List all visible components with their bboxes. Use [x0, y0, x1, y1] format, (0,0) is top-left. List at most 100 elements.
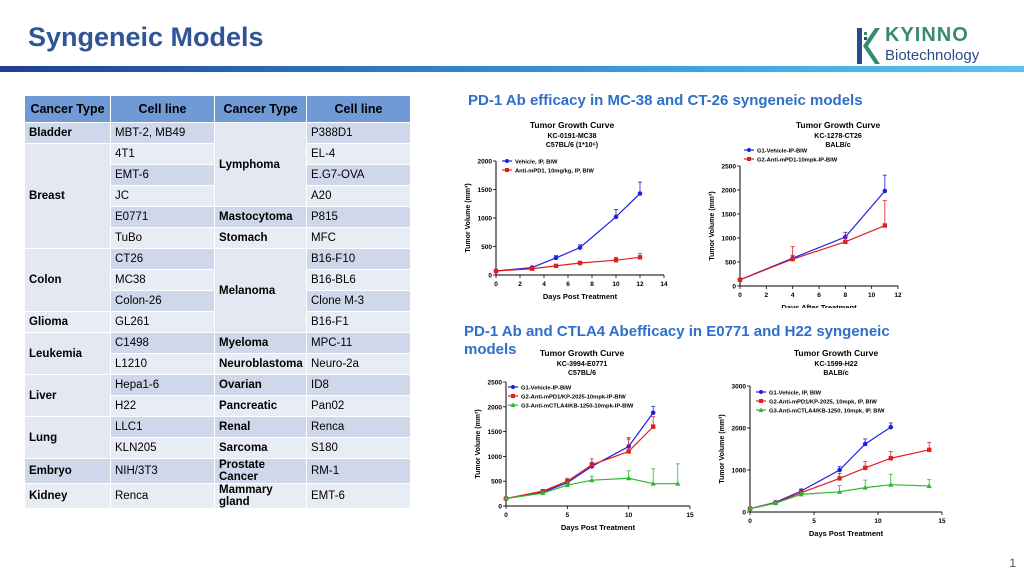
- x-tick-label: 4: [791, 292, 795, 299]
- data-point: [613, 214, 619, 220]
- x-tick-label: 8: [844, 292, 848, 299]
- data-point: [637, 255, 643, 260]
- cell-line-cell: TuBo: [110, 227, 215, 249]
- data-point: [862, 441, 868, 447]
- y-tick-label: 2000: [478, 159, 493, 166]
- cancer-type-cell: Glioma: [24, 311, 111, 333]
- data-point: [529, 266, 535, 271]
- chart-subtitle: KC-3994-E0771: [557, 361, 608, 368]
- cell-line-cell: LLC1: [110, 416, 215, 438]
- legend-label: G1-Vehicle-IP-BIW: [521, 385, 572, 391]
- legend-marker: [510, 402, 516, 407]
- data-point: [737, 277, 743, 282]
- series-line: [505, 412, 654, 500]
- x-tick-label: 10: [874, 518, 882, 525]
- cell-line-cell: MFC: [306, 227, 411, 249]
- cancer-type-cell: Lung: [24, 416, 111, 459]
- y-tick-label: 500: [481, 244, 492, 251]
- cancer-type-cell: Ovarian: [214, 374, 307, 396]
- data-point: [589, 462, 595, 468]
- cancer-type-cell: Prostate Cancer: [214, 458, 307, 484]
- x-tick-label: 8: [590, 281, 594, 288]
- data-point: [888, 481, 894, 487]
- y-tick-label: 2000: [722, 188, 737, 195]
- cell-line-cell: ID8: [306, 374, 411, 396]
- cell-line-cell: P815: [306, 206, 411, 228]
- data-point: [613, 257, 619, 263]
- cell-line-cell: Colon-26: [110, 290, 215, 312]
- data-point: [862, 484, 868, 490]
- data-point: [882, 223, 888, 228]
- legend-marker: [747, 148, 751, 152]
- y-tick-label: 1000: [722, 236, 737, 243]
- data-point: [577, 260, 583, 266]
- series-line: [749, 426, 892, 510]
- cell-line-cell: EMT-6: [306, 483, 411, 509]
- y-axis-label: Tumor Volume (mm³): [465, 183, 472, 252]
- chart-subtitle: KC-1278-CT26: [814, 133, 862, 140]
- data-point: [553, 263, 559, 269]
- section-heading-ctla4: PD-1 Ab and CTLA4 Abefficacy in E0771 an…: [464, 323, 890, 358]
- chart-ct26-tumor-growth: Tumor Growth Curve KC-1278-CT26 BALB/c 0 2 4 6…: [709, 120, 902, 308]
- chart-subtitle: KC-1599-H22: [814, 361, 857, 368]
- legend-label: G3-Anti-mCTLA4/KB-1250, 10mpk, IP, BIW: [769, 408, 885, 414]
- data-point: [882, 188, 888, 194]
- cell-line-cell: B16-F10: [306, 248, 411, 270]
- data-point: [773, 500, 779, 506]
- chart-subtitle: C57BL/6 (1*10⁶): [546, 142, 598, 149]
- cell-line-cell: L1210: [110, 353, 215, 375]
- chart-subtitle: C57BL/6: [568, 370, 596, 377]
- column-header: Cell line: [110, 95, 215, 123]
- chart-title: Tumor Growth Curve: [540, 348, 625, 358]
- chart-subtitle: KC-0191-MC38: [547, 133, 596, 140]
- cancer-type-cell: Breast: [24, 143, 111, 249]
- cell-line-cell: Neuro-2a: [306, 353, 411, 375]
- series-line: [505, 426, 654, 500]
- cancer-type-cell: Sarcoma: [214, 437, 307, 459]
- section-heading-pd1: PD-1 Ab efficacy in MC-38 and CT-26 syng…: [468, 92, 863, 109]
- data-point: [503, 495, 509, 501]
- legend-marker: [759, 399, 763, 403]
- data-point: [553, 255, 559, 261]
- cancer-type-cell: Kidney: [24, 483, 111, 509]
- table-row: Bladder MBT-2, MB49 Lymphoma P388D1: [24, 122, 411, 207]
- data-point: [637, 191, 643, 196]
- y-tick-label: 2000: [488, 404, 503, 411]
- y-tick-label: 1500: [478, 187, 493, 194]
- cancer-type-cell: Bladder: [24, 122, 111, 144]
- legend-label: G1-Vehicle-IP-BIW: [757, 148, 808, 154]
- chart-mc38-tumor-growth: Tumor Growth Curve KC-0191-MC38 C57BL/6 (1…: [465, 120, 668, 301]
- data-point: [589, 477, 595, 483]
- cell-line-cell: P388D1: [306, 122, 411, 144]
- y-tick-label: 3000: [732, 384, 747, 391]
- cancer-type-cell: Lymphoma: [214, 122, 307, 207]
- cell-line-cell: MC38: [110, 269, 215, 291]
- y-tick-label: 500: [491, 479, 502, 486]
- data-point: [927, 447, 932, 453]
- kyinno-logo-icon: [857, 28, 880, 64]
- cell-line-cell: RM-1: [306, 458, 411, 484]
- data-point: [650, 480, 656, 486]
- y-tick-label: 1000: [732, 468, 747, 475]
- x-axis-label: Days Post Treatment: [809, 529, 884, 538]
- data-point: [888, 456, 893, 461]
- cell-line-cell: H22: [110, 395, 215, 417]
- table-row: H22 Pancreatic Pan02: [25, 395, 411, 417]
- cancer-type-cell: Liver: [24, 374, 111, 417]
- x-tick-label: 0: [494, 281, 498, 288]
- cell-line-cell: MPC-11: [306, 332, 411, 354]
- cell-line-cell: EL-4: [306, 143, 411, 165]
- cancer-type-cell: Pancreatic: [214, 395, 307, 417]
- chart-h22-tumor-growth: Tumor Growth Curve KC-1599-H22 BALB/c 0 5 10 1…: [719, 348, 946, 538]
- y-tick-label: 0: [488, 273, 492, 280]
- x-tick-label: 2: [518, 281, 522, 288]
- table-row: TuBo Stomach MFC: [25, 227, 411, 249]
- y-tick-label: 0: [742, 510, 746, 517]
- cell-line-cell: Renca: [110, 483, 215, 509]
- x-tick-label: 0: [748, 518, 752, 525]
- series-line: [495, 256, 641, 272]
- cell-line-cell: Clone M-3: [306, 290, 411, 312]
- cell-line-cell: Pan02: [306, 395, 411, 417]
- table-row: Leukemia C1498 Myeloma MPC-11: [24, 332, 411, 375]
- cell-line-cell: B16-F1: [306, 311, 411, 333]
